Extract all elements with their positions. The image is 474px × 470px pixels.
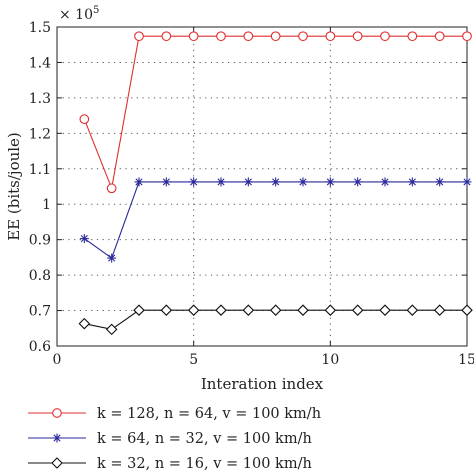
data-point (188, 31, 199, 42)
x-tick-label: 15 (458, 352, 474, 368)
plot-frame (56, 26, 468, 347)
legend-label: k = 64, n = 32, v = 100 km/h (97, 431, 312, 447)
data-point (298, 177, 308, 187)
data-point (271, 177, 281, 187)
data-point (134, 177, 144, 187)
legend-item: k = 128, n = 64, v = 100 km/h (28, 406, 321, 422)
data-point (325, 177, 335, 187)
y-tick-label: 1.4 (29, 55, 51, 71)
data-point (215, 304, 227, 316)
data-point (462, 177, 472, 187)
series-group (78, 31, 473, 336)
y-tick-label: 1.2 (29, 126, 51, 142)
data-point (79, 114, 90, 125)
series-line (83, 35, 467, 191)
data-point (435, 177, 445, 187)
data-point (379, 304, 391, 316)
data-point (298, 31, 308, 42)
series-line (84, 181, 467, 259)
x-axis-label: Interation index (201, 375, 324, 393)
data-point (216, 31, 226, 42)
data-point (406, 304, 419, 316)
legend: k = 128, n = 64, v = 100 km/h k = 64, n =… (28, 406, 321, 470)
data-point (462, 31, 472, 42)
y-tick-label: 1 (42, 197, 51, 213)
data-point (133, 304, 145, 316)
data-point (78, 317, 91, 330)
legend-item: k = 64, n = 32, v = 100 km/h (28, 431, 312, 447)
data-point (433, 304, 446, 316)
data-point (352, 31, 363, 42)
data-point (105, 323, 118, 336)
data-point (324, 304, 337, 316)
legend-swatch-marker (52, 408, 62, 418)
y-tick-label: 0.6 (29, 339, 51, 355)
y-tick-label: 0.7 (29, 304, 51, 320)
data-point (106, 183, 117, 194)
data-point (325, 31, 336, 42)
y-tick-label: 1.1 (29, 162, 51, 178)
data-point (380, 31, 390, 42)
x-tick-label: 5 (189, 352, 198, 368)
data-point (380, 177, 390, 187)
data-point (461, 304, 473, 316)
data-point (243, 31, 254, 42)
data-point (353, 177, 363, 187)
data-point (161, 31, 172, 42)
x-tick-label: 10 (321, 352, 339, 368)
legend-item: k = 32, n = 16, v = 100 km/h (28, 456, 312, 470)
y-tick-label: 1.5 (29, 20, 51, 36)
data-point (407, 31, 418, 42)
legend-swatch-marker (52, 433, 62, 443)
data-point (134, 31, 144, 42)
series-1 (79, 31, 472, 194)
y-axis-multiplier: × 105 (59, 5, 99, 23)
y-axis-label: EE (bits/joule) (5, 132, 23, 241)
data-point (187, 304, 200, 316)
legend-label: k = 32, n = 16, v = 100 km/h (97, 456, 312, 470)
data-point (189, 177, 199, 187)
data-point (434, 31, 445, 42)
data-point (107, 253, 117, 263)
grid (57, 27, 467, 346)
x-tick-label: 0 (53, 352, 62, 368)
data-point (297, 304, 309, 316)
legend-swatch-marker (51, 457, 63, 469)
series-3 (78, 304, 473, 336)
data-point (216, 177, 226, 187)
y-tick-label: 1.3 (29, 91, 51, 107)
y-tick-label: 0.9 (29, 233, 51, 249)
y-tick-label: 0.8 (29, 268, 51, 284)
data-point (269, 304, 282, 316)
data-point (160, 304, 173, 316)
data-point (79, 234, 89, 244)
data-point (243, 177, 253, 187)
axis-ticks: 0 5 10 15 0.6 0.7 0.8 0.9 1 1.1 1.2 1.3 1.4 1.5 (29, 20, 474, 368)
data-point (407, 177, 417, 187)
data-point (351, 304, 364, 316)
legend-label: k = 128, n = 64, v = 100 km/h (97, 406, 321, 422)
data-point (242, 304, 255, 316)
data-point (270, 31, 281, 42)
series-2 (79, 177, 472, 263)
data-point (161, 177, 171, 187)
